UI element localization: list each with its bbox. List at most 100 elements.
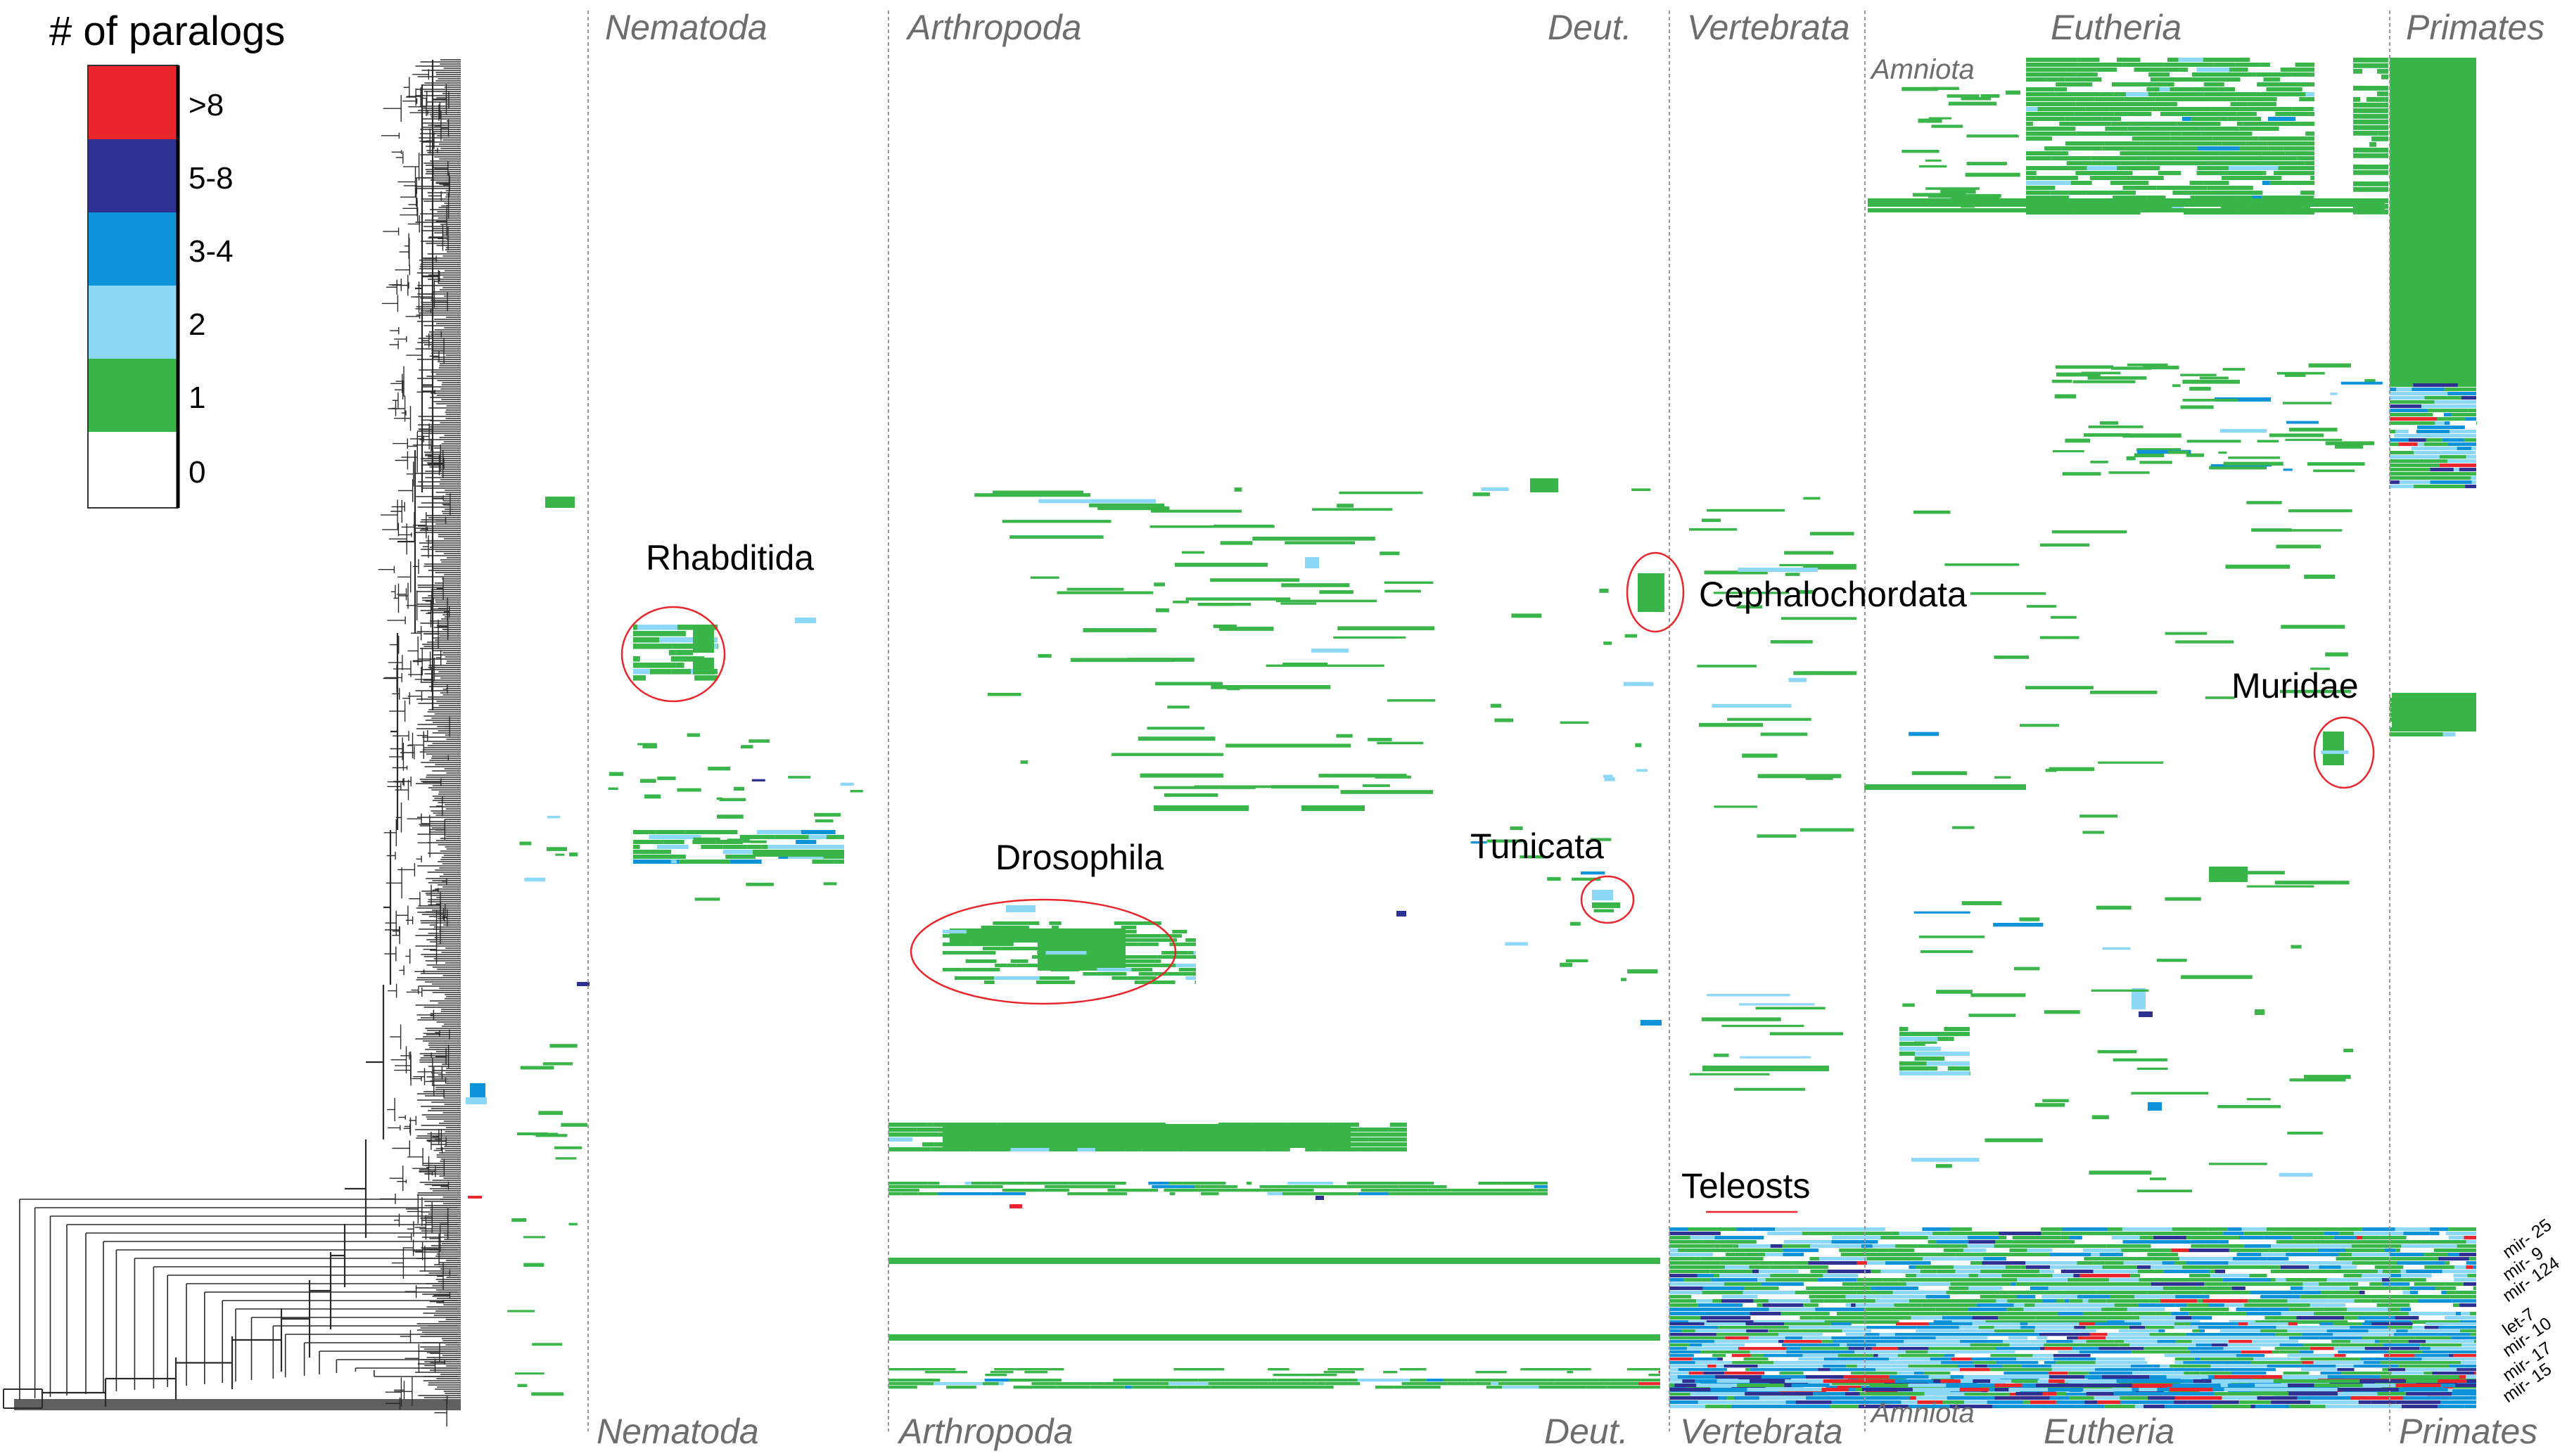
heatmap-cell-1700 bbox=[2174, 1326, 2198, 1329]
heatmap-cell-489 bbox=[2180, 373, 2217, 376]
heatmap-cell-1473 bbox=[2409, 1291, 2418, 1295]
heatmap-cell-943 bbox=[1312, 1379, 1358, 1382]
heatmap-cell-353 bbox=[2444, 421, 2450, 426]
heatmap-cell-1298 bbox=[2050, 1265, 2103, 1270]
heatmap-cell-1559 bbox=[2459, 1303, 2476, 1308]
heatmap-cell-1189 bbox=[1678, 1249, 1731, 1253]
heatmap-cell-1647 bbox=[2229, 1320, 2255, 1324]
heatmap-cell-2153 bbox=[2453, 1386, 2476, 1389]
heatmap-cell-1964 bbox=[2224, 1361, 2251, 1365]
heatmap-cell-1613 bbox=[1911, 1316, 1933, 1320]
heatmap-cell-1264 bbox=[1856, 1261, 1868, 1265]
heatmap-cell-1030 bbox=[1592, 890, 1613, 900]
heatmap-cell-883 bbox=[1088, 1185, 1100, 1189]
heatmap-cell-538 bbox=[663, 840, 684, 844]
heatmap-cell-1217 bbox=[1783, 1253, 1804, 1257]
heatmap-cell-641 bbox=[965, 959, 997, 964]
heatmap-cell-228 bbox=[2147, 196, 2166, 200]
heatmap-cell-1721 bbox=[2034, 1329, 2082, 1333]
heatmap-cell-1153 bbox=[2313, 1240, 2321, 1244]
heatmap-cell-1420 bbox=[2414, 1282, 2445, 1286]
heatmap-cell-2152 bbox=[2442, 1386, 2454, 1389]
heatmap-cell-711 bbox=[1281, 583, 1350, 587]
heatmap-cell-2429 bbox=[1669, 1405, 1706, 1409]
heatmap-cell-2431 bbox=[1731, 1405, 1783, 1409]
heatmap-cell-370 bbox=[2398, 442, 2418, 447]
heatmap-cell-1161 bbox=[1720, 1244, 1733, 1249]
heatmap-cell-1041 bbox=[1580, 871, 1605, 875]
heatmap-cell-1210 bbox=[2433, 1249, 2454, 1253]
heatmap-cell-2402 bbox=[1697, 1400, 1750, 1405]
heatmap-cell-128 bbox=[2076, 132, 2125, 136]
heatmap-cell-88 bbox=[2026, 112, 2075, 116]
heatmap-cell-1055 bbox=[1627, 969, 1658, 973]
heatmap-cell-1126 bbox=[2186, 1236, 2239, 1240]
heatmap-cell-2447 bbox=[2255, 1405, 2290, 1409]
heatmap-cell-2196 bbox=[2053, 1393, 2088, 1396]
heatmap-cell-678 bbox=[1006, 905, 1036, 912]
heatmap-cell-620 bbox=[1185, 938, 1196, 943]
heatmap-cell-1245 bbox=[1912, 1257, 1923, 1261]
heatmap-cell-607 bbox=[1121, 926, 1137, 930]
heatmap-cell-2549 bbox=[2156, 959, 2187, 962]
heatmap-cell-2025 bbox=[2382, 1368, 2388, 1372]
heatmap-cell-1520 bbox=[2160, 1299, 2198, 1303]
heatmap-cell-531 bbox=[801, 830, 836, 834]
heatmap-cell-1990 bbox=[2088, 1365, 2131, 1368]
heatmap-cell-2357 bbox=[1924, 1392, 1965, 1396]
heatmap-cell-1963 bbox=[2183, 1361, 2224, 1365]
heatmap-cell-1108 bbox=[2430, 1232, 2440, 1236]
heatmap-cell-461 bbox=[2325, 441, 2374, 445]
heatmap-cell-1231 bbox=[2338, 1253, 2352, 1257]
heatmap-cell-209 bbox=[2262, 181, 2270, 185]
heatmap-cell-46 bbox=[2159, 87, 2170, 91]
heatmap-cell-2299 bbox=[1869, 1384, 1909, 1388]
heatmap-cell-2018 bbox=[2095, 1368, 2139, 1372]
heatmap-cell-731 bbox=[1384, 589, 1421, 593]
heatmap-cell-2453 bbox=[2464, 1405, 2476, 1409]
heatmap-cell-646 bbox=[995, 964, 1007, 968]
heatmap-cell-178 bbox=[2208, 161, 2258, 165]
heatmap-cell-347 bbox=[2437, 417, 2454, 421]
heatmap-cell-2135 bbox=[1943, 1386, 1981, 1389]
heatmap-cell-173 bbox=[2271, 156, 2298, 160]
heatmap-cell-2367 bbox=[2288, 1392, 2338, 1396]
heatmap-cell-498 bbox=[633, 625, 638, 630]
clade-bottom-arthropoda: Arthropoda bbox=[897, 1412, 1073, 1451]
heatmap-cell-1080 bbox=[2251, 1227, 2267, 1232]
heatmap-cell-1932 bbox=[1951, 1358, 1972, 1361]
heatmap-cell-2329 bbox=[1849, 1388, 1856, 1392]
heatmap-cell-682 bbox=[1057, 591, 1154, 594]
heatmap-cell-1306 bbox=[2309, 1265, 2319, 1270]
heatmap-cell-123 bbox=[2199, 127, 2240, 131]
heatmap-cell-976 bbox=[1498, 1382, 1506, 1386]
heatmap-cell-1960 bbox=[2056, 1361, 2096, 1365]
heatmap-cell-1828 bbox=[1875, 1343, 1928, 1347]
heatmap-cell-477 bbox=[2110, 366, 2152, 370]
heatmap-cell-1577 bbox=[2324, 1308, 2348, 1312]
heatmap-cell-1015 bbox=[924, 1371, 967, 1374]
heatmap-cell-1031 bbox=[1592, 902, 1620, 908]
heatmap-cell-700 bbox=[1185, 597, 1291, 601]
heatmap-cell-876 bbox=[1506, 1182, 1535, 1185]
heatmap-cell-1695 bbox=[2034, 1326, 2075, 1329]
heatmap-cell-2560 bbox=[2091, 1115, 2109, 1120]
heatmap-cell-2415 bbox=[2056, 1400, 2085, 1405]
heatmap-cell-318 bbox=[1928, 194, 1960, 198]
heatmap-cell-486 bbox=[2108, 471, 2150, 474]
heatmap-cell-49 bbox=[2266, 87, 2302, 91]
heatmap-cell-1732 bbox=[2396, 1329, 2408, 1333]
heatmap-cell-1111 bbox=[1690, 1236, 1715, 1240]
heatmap-cell-1057 bbox=[1624, 682, 1654, 687]
heatmap-cell-966 bbox=[1300, 1382, 1318, 1386]
heatmap-cell-2457 bbox=[1788, 677, 1807, 682]
heatmap-cell-1911 bbox=[1990, 1354, 2033, 1358]
heatmap-cell-848 bbox=[1177, 1147, 1184, 1151]
heatmap-cell-1650 bbox=[2298, 1320, 2348, 1324]
heatmap-cell-269 bbox=[2367, 97, 2386, 102]
heatmap-cell-1214 bbox=[1735, 1253, 1746, 1257]
heatmap-cell-1273 bbox=[2123, 1261, 2162, 1265]
heatmap-cell-447 bbox=[2057, 373, 2089, 377]
heatmap-cell-865 bbox=[1109, 1182, 1126, 1185]
heatmap-cell-129 bbox=[2124, 132, 2170, 136]
